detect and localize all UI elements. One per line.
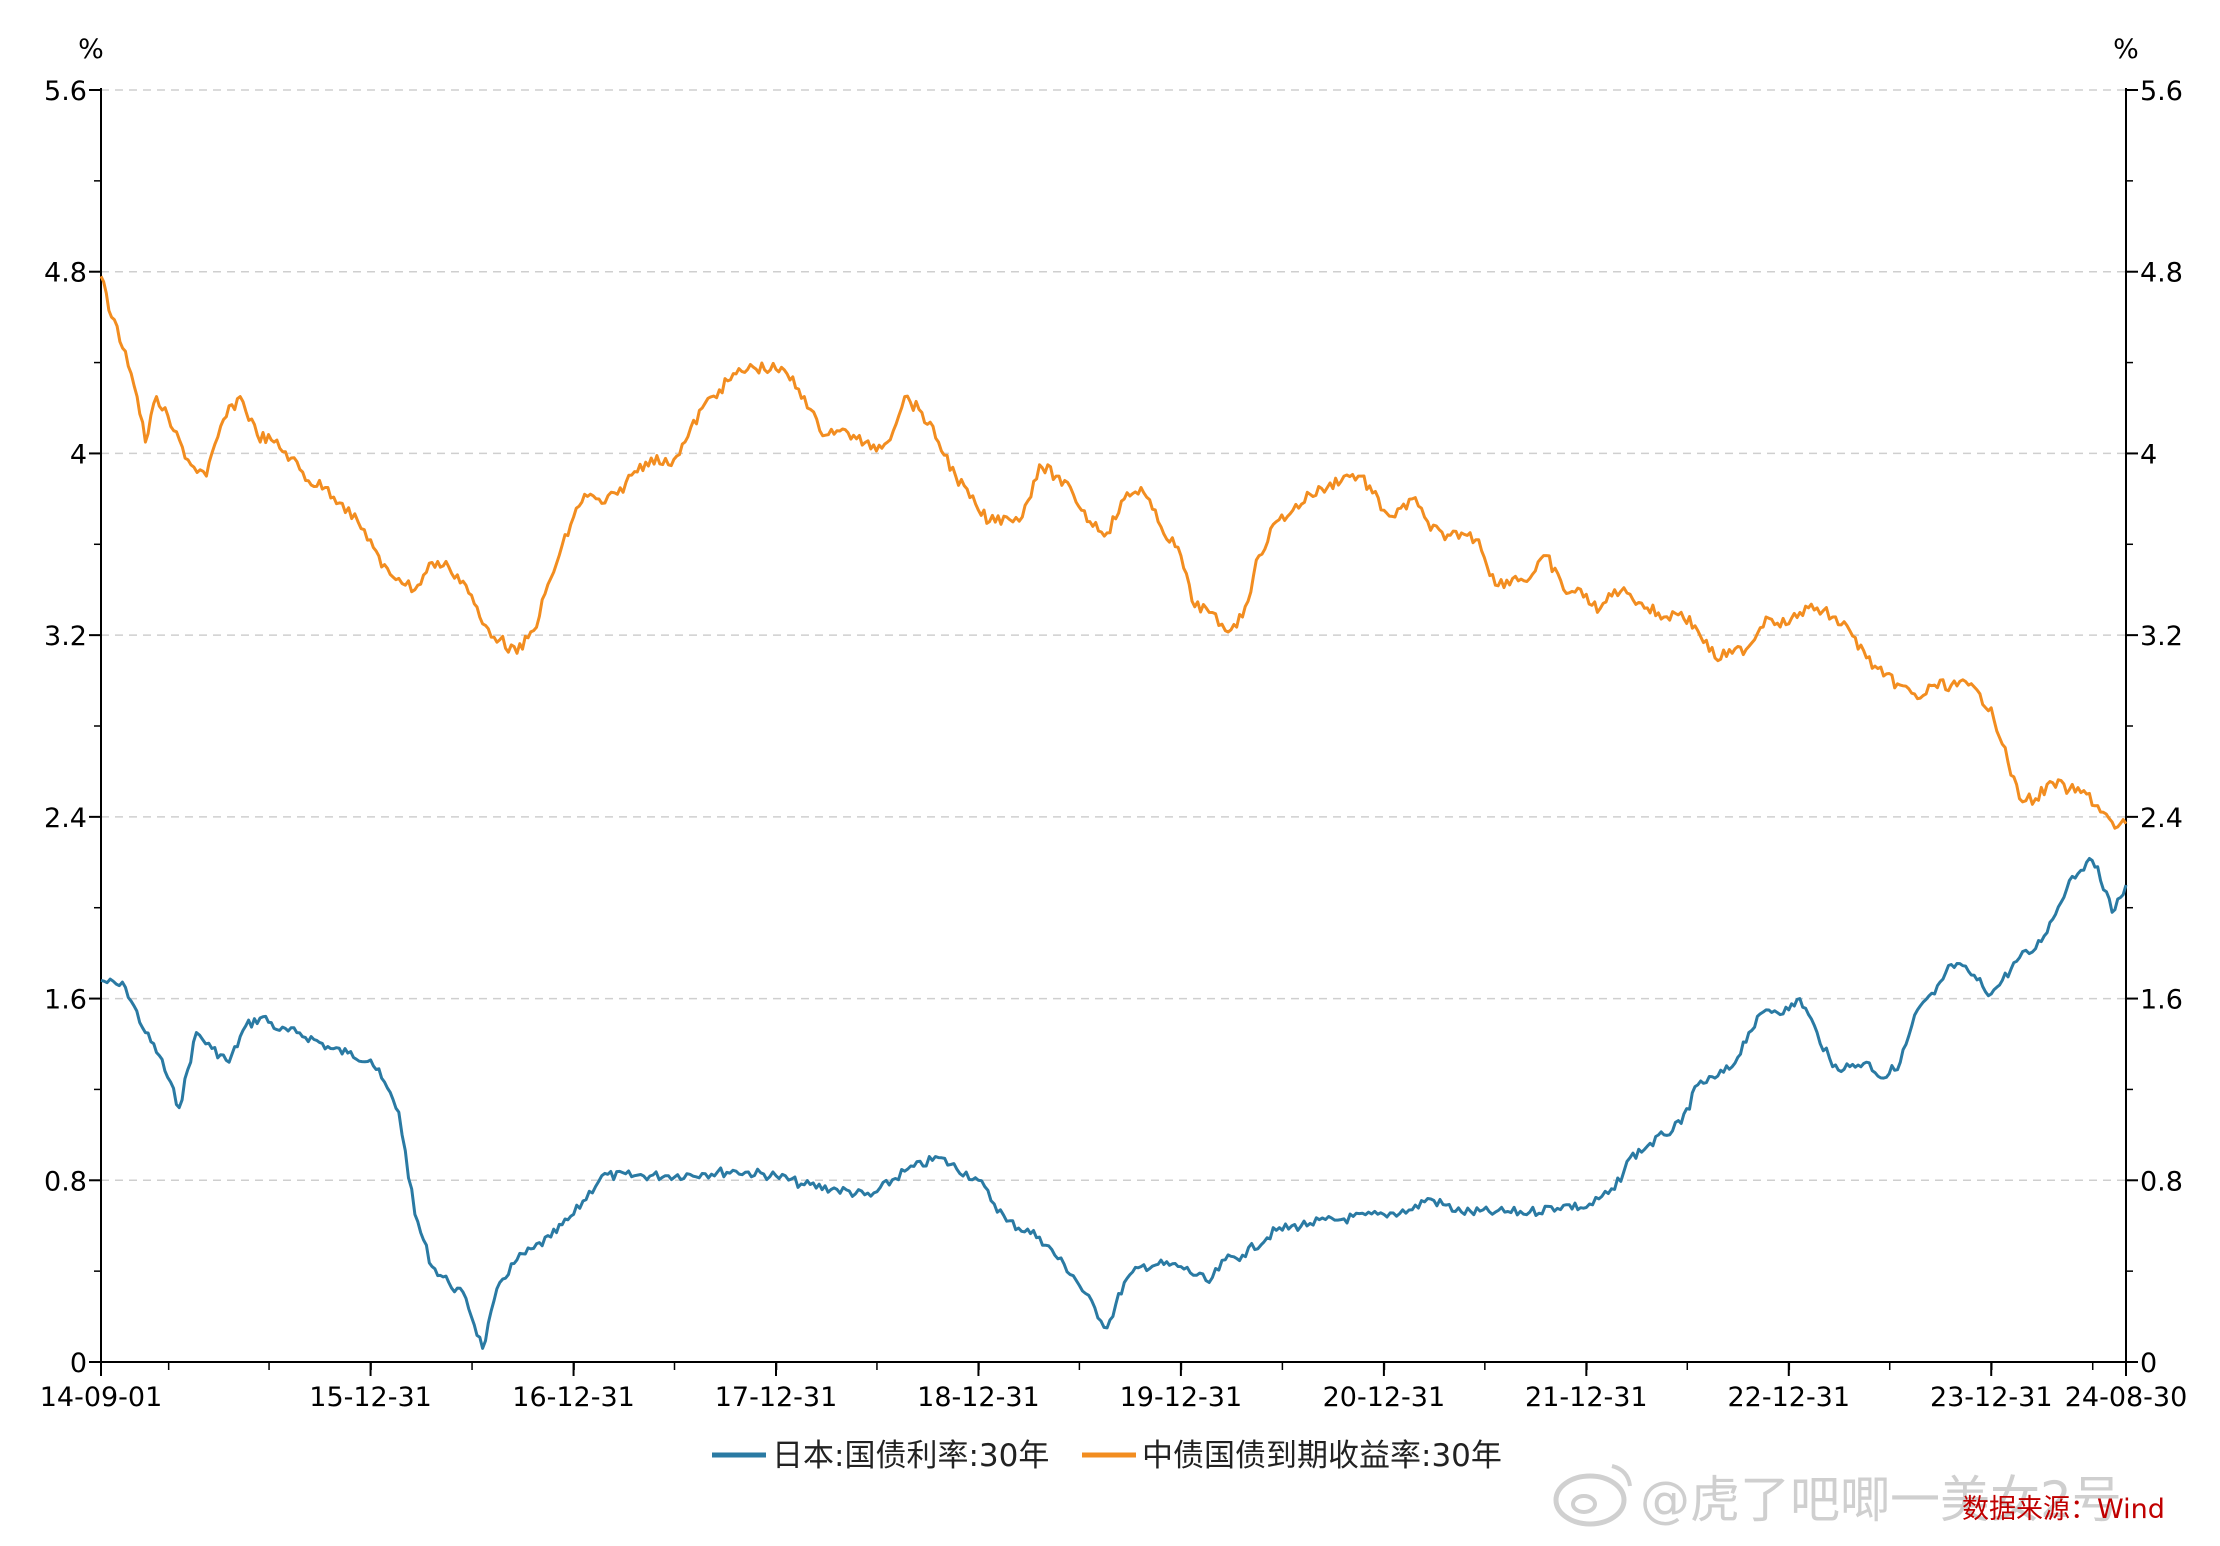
watermark-text: @虎了吧唧一美女2号 [1640,1471,2122,1529]
right-y-axis-ticks: 0 0.8 1.6 2.4 3.2 4 4.8 5.6 [2126,76,2183,1379]
series-line-japan [100,857,2128,1350]
x-axis-ticks: 14-09-01 15-12-31 16-12-31 17-12-31 18-12-31… [40,1362,2188,1413]
gridlines [101,89,2126,1182]
weibo-logo-body [1553,1473,1627,1527]
left-y-tick-label: 5.6 [44,76,87,107]
right-y-tick-label: 4 [2140,439,2157,470]
right-y-tick-label: 1.6 [2140,985,2183,1016]
x-tick-label: 17-12-31 [715,1382,838,1413]
right-y-axis-unit: % [2113,34,2139,65]
legend-label-japan: 日本:国债利率:30年 [772,1438,1049,1474]
x-tick-label: 24-08-30 [2065,1382,2188,1413]
left-y-axis-ticks: 0 0.8 1.6 2.4 3.2 4 4.8 5.6 [44,76,101,1379]
legend: 日本:国债利率:30年 中债国债到期收益率:30年 [712,1438,1502,1474]
x-tick-label: 15-12-31 [309,1382,432,1413]
x-tick-label: 20-12-31 [1323,1382,1446,1413]
left-y-tick-label: 2.4 [44,803,87,834]
left-y-tick-label: 4.8 [44,258,87,289]
right-y-tick-label: 5.6 [2140,76,2183,107]
axes [99,88,2128,1363]
right-y-tick-label: 0 [2140,1348,2157,1379]
series-lines [99,275,2128,1350]
left-y-tick-label: 0.8 [44,1166,87,1197]
weibo-watermark: @虎了吧唧一美女2号 [1553,1464,2122,1529]
x-tick-label: 16-12-31 [512,1382,635,1413]
series-line-china [99,275,2128,830]
x-tick-label: 23-12-31 [1930,1382,2053,1413]
weibo-logo-eye [1571,1494,1597,1514]
weibo-logo-wave [1611,1464,1632,1487]
source-note: 数据来源：Wind [1962,1494,2165,1525]
legend-label-china: 中债国债到期收益率:30年 [1142,1438,1502,1474]
right-y-tick-label: 0.8 [2140,1166,2183,1197]
x-tick-label: 22-12-31 [1727,1382,1850,1413]
weibo-logo-icon [1553,1464,1632,1527]
left-y-tick-label: 0 [70,1348,87,1379]
x-tick-label: 19-12-31 [1120,1382,1243,1413]
left-y-tick-label: 4 [70,439,87,470]
x-tick-label: 18-12-31 [917,1382,1040,1413]
x-tick-label: 21-12-31 [1525,1382,1648,1413]
right-y-tick-label: 2.4 [2140,803,2183,834]
left-y-tick-label: 1.6 [44,985,87,1016]
left-y-axis-unit: % [78,34,104,65]
right-y-tick-label: 4.8 [2140,258,2183,289]
x-tick-label: 14-09-01 [40,1382,163,1413]
right-y-tick-label: 3.2 [2140,621,2183,652]
left-y-tick-label: 3.2 [44,621,87,652]
